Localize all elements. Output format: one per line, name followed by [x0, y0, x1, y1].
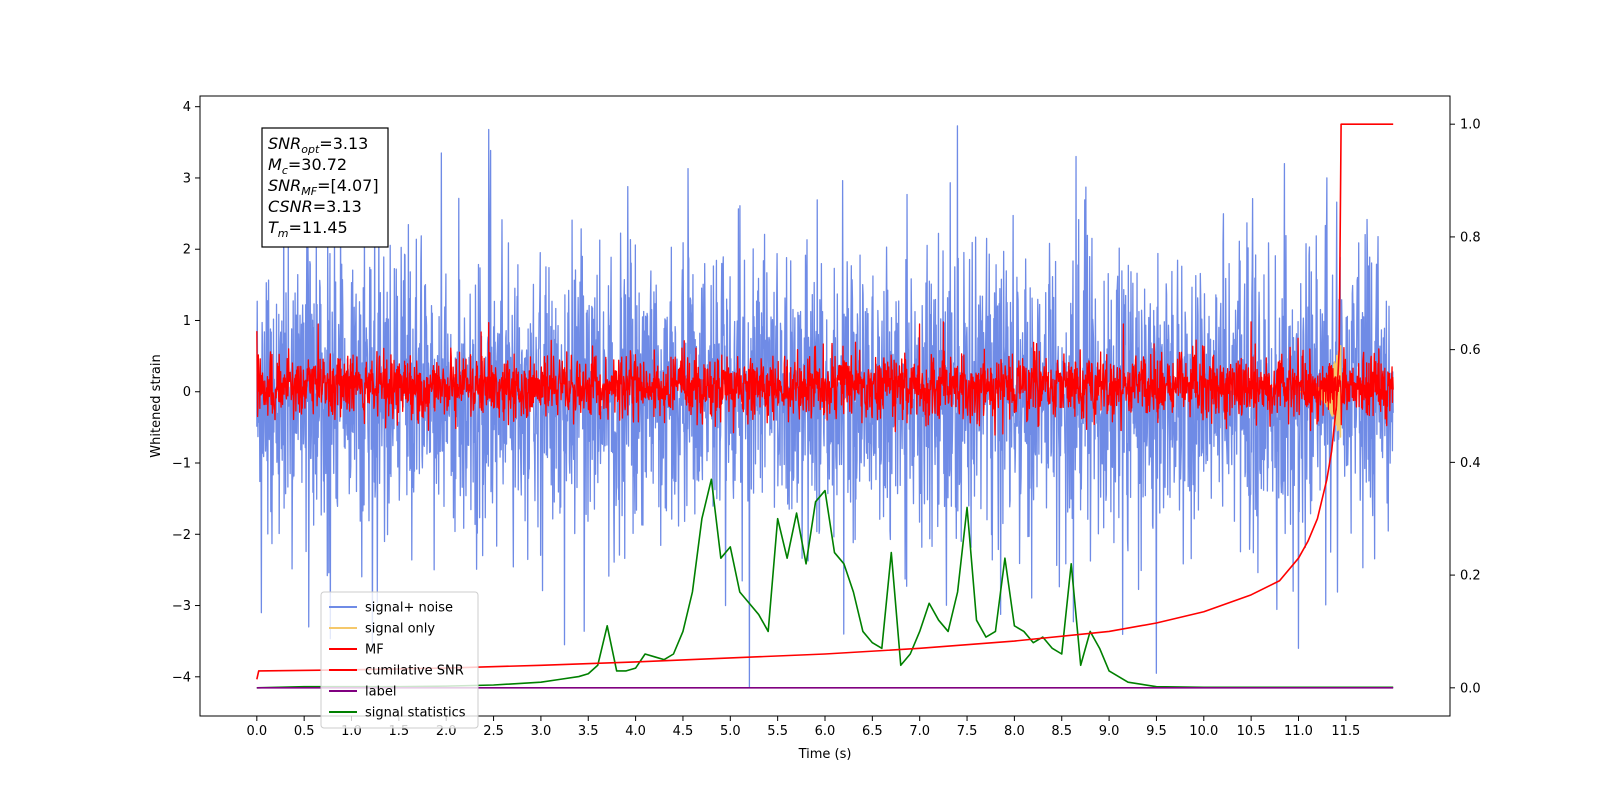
annotation-line: Mc=30.72 [268, 155, 347, 177]
x-tick-label: 6.5 [862, 724, 883, 739]
x-tick-label: 8.5 [1051, 724, 1072, 739]
y-tick-label: −1 [172, 457, 191, 472]
annotation-line: SNRopt=3.13 [268, 134, 368, 156]
x-tick-label: 2.5 [483, 724, 504, 739]
series-line-2 [256, 321, 1394, 436]
y-axis-label: Whitened strain [149, 354, 164, 457]
y-axis-right: 1.0 0.8 0.6 0.4 0.2 0.0 [1450, 118, 1481, 696]
x-tick-label: 11.0 [1284, 724, 1313, 739]
y2-tick-label: 0.4 [1460, 456, 1481, 471]
x-tick-label: 11.5 [1331, 724, 1360, 739]
annotation-box: SNRopt=3.13Mc=30.72SNRMF=[4.07]CSNR=3.13… [261, 127, 389, 248]
y2-tick-label: 0.0 [1460, 681, 1481, 696]
x-tick-label: 9.0 [1099, 724, 1120, 739]
x-tick-label: 6.0 [815, 724, 836, 739]
x-tick-label: 9.5 [1146, 724, 1167, 739]
x-tick-label: 4.0 [625, 724, 646, 739]
legend: signal+ noise signal only MF cumilative SNR… [320, 591, 479, 729]
x-tick-label: 7.5 [957, 724, 978, 739]
series-layer [256, 123, 1394, 689]
y-tick-label: −2 [172, 528, 191, 543]
legend-entry: signal statistics [365, 706, 466, 721]
x-tick-label: 3.0 [531, 724, 552, 739]
legend-entry: signal+ noise [365, 601, 453, 616]
y-tick-label: 4 [183, 100, 191, 115]
y-tick-label: 2 [183, 243, 191, 258]
legend-entry: cumilative SNR [365, 664, 464, 679]
annotation-line: SNRMF=[4.07] [268, 176, 379, 198]
y2-tick-label: 0.2 [1460, 569, 1481, 584]
x-tick-label: 10.0 [1189, 724, 1218, 739]
y-axis-left: 4 3 2 1 0 −1 −2 −3 −4 [172, 100, 200, 685]
y-tick-label: 0 [183, 385, 191, 400]
legend-entry: signal only [365, 622, 435, 637]
x-tick-label: 4.5 [673, 724, 694, 739]
legend-entry: MF [365, 643, 384, 658]
series-line-5 [256, 478, 1394, 689]
x-tick-label: 8.0 [1004, 724, 1025, 739]
x-tick-label: 10.5 [1237, 724, 1266, 739]
y-tick-label: 1 [183, 314, 191, 329]
annotation-line: CSNR=3.13 [268, 197, 362, 216]
y2-tick-label: 1.0 [1460, 118, 1481, 133]
x-tick-label: 7.0 [909, 724, 930, 739]
legend-entry: label [365, 685, 396, 700]
x-tick-label: 5.5 [767, 724, 788, 739]
x-tick-label: 0.5 [294, 724, 315, 739]
y-tick-label: −4 [172, 670, 191, 685]
y-tick-label: 3 [183, 171, 191, 186]
y2-tick-label: 0.8 [1460, 230, 1481, 245]
x-tick-label: 0.0 [246, 724, 267, 739]
x-tick-label: 3.5 [578, 724, 599, 739]
series-line-3 [256, 123, 1394, 680]
legend-frame [320, 591, 479, 729]
annotation-frame [261, 127, 389, 248]
x-axis-label: Time (s) [798, 747, 852, 762]
y2-tick-label: 0.6 [1460, 343, 1481, 358]
y-tick-label: −3 [172, 599, 191, 614]
x-tick-label: 5.0 [720, 724, 741, 739]
annotation-line: Tm=11.45 [268, 218, 348, 240]
